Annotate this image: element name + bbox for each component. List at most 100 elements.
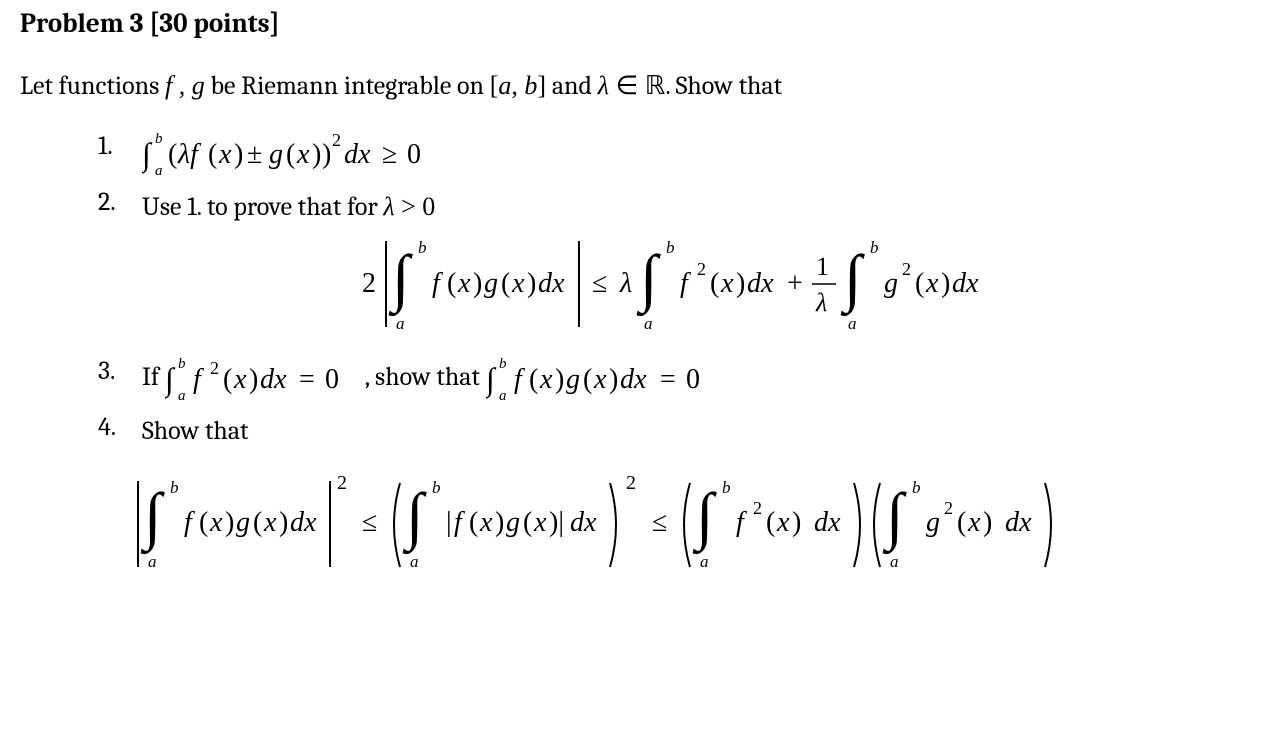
eq-item4-block: ∫ b a f ( x ) g ( x ) dx 2 ≤ ∫ b a [142, 451, 1246, 590]
svg-text:1: 1 [816, 252, 829, 281]
svg-text:±: ± [247, 139, 262, 170]
svg-text:): ) [527, 268, 536, 299]
svg-text:(: ( [447, 268, 456, 299]
svg-text:x: x [296, 139, 310, 170]
svg-text:): ) [609, 364, 618, 395]
svg-text:): ) [792, 507, 801, 538]
svg-text:2: 2 [753, 498, 762, 518]
svg-text:): ) [473, 268, 482, 299]
svg-text:x: x [233, 364, 247, 395]
svg-text:f: f [454, 507, 465, 538]
svg-text:0: 0 [407, 139, 421, 170]
svg-text:f: f [193, 364, 204, 395]
svg-text:|: | [446, 507, 452, 538]
svg-text:dx: dx [538, 268, 565, 299]
intro-and: and [546, 71, 598, 101]
svg-text:≤: ≤ [652, 507, 667, 538]
svg-text:dx: dx [814, 507, 841, 538]
svg-text:≤: ≤ [362, 507, 377, 538]
svg-text:(: ( [957, 507, 966, 538]
svg-text:b: b [870, 238, 879, 257]
svg-text:dx: dx [290, 507, 317, 538]
svg-text:f: f [432, 268, 443, 299]
svg-text:a: a [148, 552, 157, 571]
svg-text:λf: λf [177, 139, 201, 170]
svg-text:a: a [644, 314, 653, 333]
svg-text:): ) [225, 507, 234, 538]
svg-text:): ) [249, 364, 258, 395]
svg-text:2: 2 [362, 268, 376, 299]
svg-text:∫: ∫ [692, 480, 717, 555]
intro-suffix: . Show that [665, 71, 782, 101]
svg-text:x: x [720, 268, 734, 299]
svg-text:a: a [848, 314, 857, 333]
svg-text:∫: ∫ [165, 361, 176, 399]
svg-text:b: b [912, 478, 921, 497]
svg-text:f: f [680, 268, 691, 299]
svg-text:(: ( [583, 364, 592, 395]
svg-text:λ: λ [619, 268, 632, 299]
svg-text:b: b [722, 478, 731, 497]
svg-text:g: g [484, 268, 498, 299]
svg-text:x: x [218, 139, 232, 170]
svg-text:): ) [312, 139, 321, 170]
svg-text:b: b [178, 356, 186, 372]
svg-text:dx: dx [747, 268, 774, 299]
eq-item1: ∫ b a ( λf ( x ) ± g ( x ) ) 2 dx ≥ 0 [142, 131, 482, 177]
item4-text: Show that [142, 416, 249, 446]
eq-item2: 2 ∫ b a f ( x ) g ( x ) dx ≤ λ [362, 229, 1122, 339]
svg-text:dx: dx [260, 364, 287, 395]
svg-text:(: ( [501, 268, 510, 299]
svg-text:g: g [236, 507, 250, 538]
svg-text:x: x [479, 507, 493, 538]
item-3: If ∫ b a f 2 ( x ) dx = 0 , show that ∫ … [98, 356, 1246, 402]
svg-text:2: 2 [626, 472, 636, 494]
eq-item3b: ∫ b a f ( x ) g ( x ) dx = 0 [486, 356, 746, 402]
svg-text:=: = [660, 364, 676, 395]
svg-text:(: ( [208, 139, 217, 170]
svg-text:(: ( [253, 507, 262, 538]
svg-text:∫: ∫ [636, 242, 661, 317]
intro-mid: be Riemann integrable on [205, 71, 490, 101]
svg-text:dx: dx [952, 268, 979, 299]
item3-mid: , show that [365, 362, 486, 392]
svg-text:): ) [736, 268, 745, 299]
svg-text:(: ( [199, 507, 208, 538]
svg-text:∫: ∫ [388, 242, 413, 317]
eq-item4: ∫ b a f ( x ) g ( x ) dx 2 ≤ ∫ b a [132, 463, 1182, 583]
svg-text:≥: ≥ [382, 139, 397, 170]
svg-text:g: g [269, 139, 283, 170]
eq-item2-block: 2 ∫ b a f ( x ) g ( x ) dx ≤ λ [142, 227, 1246, 346]
svg-text:2: 2 [210, 358, 219, 378]
item-1: ∫ b a ( λf ( x ) ± g ( x ) ) 2 dx ≥ 0 [98, 131, 1246, 177]
svg-text:∫: ∫ [402, 480, 427, 555]
svg-text:∫: ∫ [142, 136, 153, 174]
svg-text:2: 2 [944, 498, 953, 518]
svg-text:g: g [506, 507, 520, 538]
svg-text:(: ( [766, 507, 775, 538]
svg-text:a: a [499, 388, 507, 402]
svg-text:∫: ∫ [840, 242, 865, 317]
svg-text:(: ( [523, 507, 532, 538]
svg-text:b: b [432, 478, 441, 497]
svg-text:f: f [736, 507, 747, 538]
svg-text:x: x [593, 364, 607, 395]
svg-text:2: 2 [697, 259, 706, 279]
item-2: Use 1. to prove that for λ > 0 2 ∫ b a f… [98, 187, 1246, 346]
svg-text:x: x [457, 268, 471, 299]
eq-item3a: ∫ b a f 2 ( x ) dx = 0 [165, 356, 365, 402]
svg-text:)|: )| [549, 507, 564, 538]
svg-text:): ) [941, 268, 950, 299]
svg-text:x: x [539, 364, 553, 395]
item2-gt: > 0 [395, 192, 436, 221]
svg-text:2: 2 [337, 472, 347, 494]
svg-text:dx: dx [620, 364, 647, 395]
svg-text:0: 0 [686, 364, 700, 395]
svg-text:g: g [926, 507, 940, 538]
intro-fg: f , g [165, 71, 205, 100]
svg-text:): ) [555, 364, 564, 395]
problem-title: Problem 3 [30 points] [20, 8, 1246, 39]
svg-text:a: a [155, 163, 163, 177]
svg-text:x: x [925, 268, 939, 299]
problem-intro: Let functions f , g be Riemann integrabl… [20, 71, 1246, 101]
